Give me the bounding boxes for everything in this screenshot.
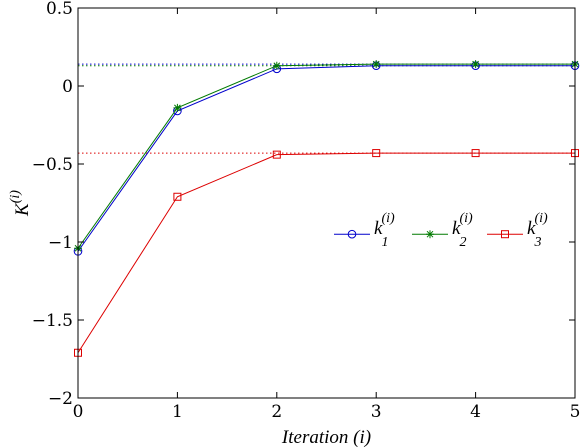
legend-item-3: k3(i)	[487, 211, 548, 250]
series-line-3	[77, 152, 575, 354]
legend-item-2: k2(i)	[412, 211, 473, 250]
y-axis-label-main: K	[12, 202, 33, 217]
legend-label: k2(i)	[452, 211, 473, 250]
reference-lines	[78, 63, 575, 154]
x-tick-label: 4	[470, 402, 481, 422]
y-tick-label: −1.5	[32, 311, 73, 331]
legend: k1(i) k2(i) k3(i)	[334, 211, 548, 250]
series-layer	[73, 60, 580, 357]
x-tick-label: 0	[73, 402, 84, 422]
tick-labels: 0 1 2 3 4 5 0.5 0 −0.5 −1 −1.5 −2	[32, 0, 580, 422]
series-line-1	[77, 65, 575, 252]
series-2	[74, 60, 579, 253]
data-point	[173, 192, 182, 201]
legend-item-1: k1(i)	[334, 211, 395, 250]
data-point	[173, 103, 182, 112]
legend-label: k3(i)	[527, 211, 548, 250]
y-tick-label: −0.5	[32, 155, 73, 175]
x-tick-label: 1	[172, 402, 183, 422]
series-1	[73, 61, 580, 256]
y-tick-label: −2	[48, 389, 73, 409]
data-point	[372, 149, 381, 158]
data-point	[471, 60, 480, 69]
y-axis-label-sup: (i)	[8, 190, 23, 204]
axis-ticks	[77, 7, 576, 399]
data-point	[272, 150, 281, 159]
legend-marker	[501, 230, 509, 239]
data-point	[372, 60, 381, 69]
y-tick-label: −1	[48, 233, 73, 253]
plot-frame	[77, 7, 576, 399]
y-tick-label: 0.5	[46, 0, 73, 19]
y-tick-label: 0	[62, 77, 73, 97]
y-axis-label: K(i)	[8, 190, 33, 217]
data-point	[471, 149, 480, 158]
series-3	[74, 149, 579, 357]
x-tick-label: 5	[570, 402, 580, 422]
x-tick-label: 3	[371, 402, 382, 422]
x-axis-label: Iteration (i)	[281, 427, 371, 448]
legend-marker	[347, 229, 357, 239]
series-line-2	[77, 63, 575, 249]
data-point	[272, 61, 281, 70]
legend-label: k1(i)	[374, 211, 395, 250]
legend-marker	[426, 230, 434, 239]
x-tick-label: 2	[271, 402, 282, 422]
svg-text:K(i): K(i)	[8, 190, 33, 217]
